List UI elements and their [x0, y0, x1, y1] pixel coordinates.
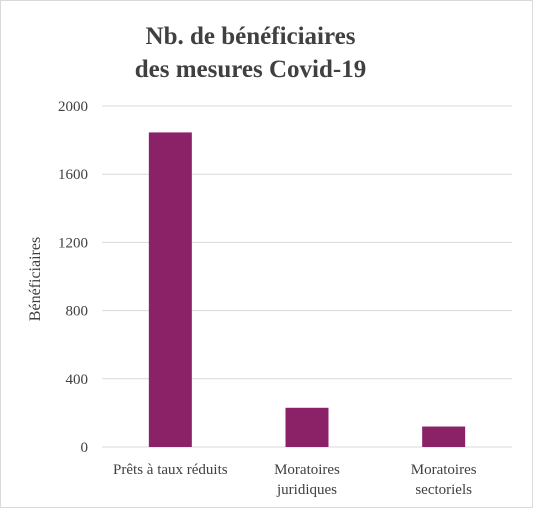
y-tick-label: 0 — [81, 440, 89, 456]
y-tick-label: 400 — [66, 372, 89, 388]
bars — [148, 132, 466, 448]
y-tick-label: 2000 — [58, 99, 88, 115]
x-axis-ticks: Prêts à taux réduits Moratoires juridiques… — [113, 462, 477, 498]
y-axis-label: Bénéficiaires — [27, 237, 44, 321]
y-axis-ticks: 0 400 800 1200 1600 2000 — [58, 99, 88, 456]
bar — [148, 132, 192, 448]
y-tick-label: 1600 — [58, 167, 88, 183]
chart-title-line-1: Nb. de bénéficiaires — [145, 23, 356, 50]
x-tick-label: Moratoires — [411, 462, 477, 478]
bar — [422, 426, 466, 447]
y-tick-label: 800 — [66, 304, 89, 320]
y-tick-label: 1200 — [58, 235, 88, 251]
x-tick-label: Prêts à taux réduits — [113, 462, 228, 478]
x-tick-label: Moratoires — [274, 462, 340, 478]
chart-frame — [0, 0, 533, 508]
bar — [285, 407, 329, 447]
x-tick-label: juridiques — [276, 482, 337, 498]
chart-title-line-2: des mesures Covid-19 — [134, 56, 367, 83]
x-tick-label: sectoriels — [415, 482, 472, 498]
